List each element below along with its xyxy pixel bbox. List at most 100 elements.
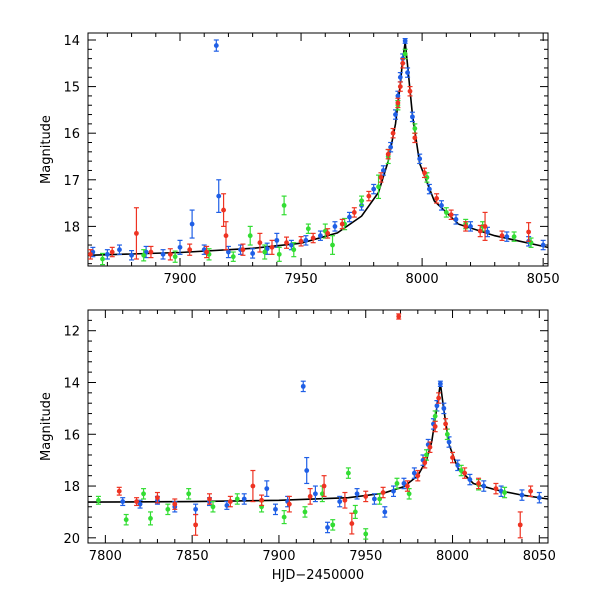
- data-point: [300, 383, 306, 389]
- data-point: [321, 483, 327, 489]
- data-point: [332, 223, 338, 229]
- data-point: [359, 198, 364, 204]
- data-point: [476, 481, 481, 486]
- x-tick-label: 8000: [436, 549, 469, 564]
- data-point: [519, 492, 525, 498]
- data-point: [259, 497, 264, 503]
- data-point: [354, 491, 360, 497]
- data-point: [88, 251, 93, 257]
- data-layer: [88, 313, 548, 540]
- data-point: [123, 517, 129, 523]
- data-point: [213, 43, 219, 48]
- data-point: [407, 88, 413, 94]
- data-point: [504, 234, 510, 240]
- data-point: [427, 444, 433, 450]
- data-point: [493, 486, 499, 492]
- data-point: [540, 242, 546, 248]
- data-point: [193, 522, 199, 528]
- x-tick-label: 7800: [89, 549, 122, 564]
- data-point: [318, 233, 323, 239]
- y-axis-label: Magnitude: [39, 392, 54, 461]
- data-point: [393, 112, 398, 117]
- data-point: [396, 314, 402, 319]
- data-point: [141, 252, 147, 258]
- data-point: [380, 168, 386, 173]
- series-3: [88, 58, 532, 261]
- data-point: [148, 249, 154, 255]
- data-point: [536, 495, 542, 501]
- data-point: [134, 230, 139, 236]
- data-point: [286, 501, 292, 507]
- data-point: [330, 522, 336, 528]
- data-point: [155, 495, 160, 501]
- data-point: [411, 470, 417, 476]
- data-point: [426, 186, 432, 192]
- data-point: [450, 455, 455, 460]
- x-axis-label: HJD−2450000: [272, 568, 364, 583]
- data-point: [281, 203, 287, 208]
- data-point: [405, 70, 410, 76]
- data-point: [400, 60, 406, 66]
- data-point: [412, 126, 418, 131]
- y-tick-label: 18: [63, 220, 80, 235]
- data-point: [388, 144, 394, 150]
- data-point: [380, 490, 386, 495]
- series-1: [90, 37, 546, 261]
- data-point: [402, 51, 408, 57]
- data-point: [230, 254, 236, 260]
- data-point: [100, 256, 105, 262]
- data-point: [378, 175, 384, 180]
- x-tick-label: 7950: [285, 272, 318, 287]
- data-point: [526, 229, 532, 235]
- data-point: [455, 462, 461, 468]
- data-point: [172, 501, 178, 507]
- y-tick-label: 16: [63, 127, 80, 142]
- data-point: [448, 212, 454, 218]
- data-point: [281, 514, 287, 520]
- data-point: [262, 249, 268, 255]
- data-point: [288, 242, 294, 248]
- data-point: [363, 531, 369, 537]
- data-point: [397, 74, 403, 80]
- data-point: [349, 521, 355, 526]
- data-point: [134, 499, 140, 504]
- data-point: [109, 249, 115, 255]
- data-point: [347, 214, 352, 220]
- data-point: [172, 254, 178, 260]
- data-point: [216, 193, 222, 199]
- data-point: [223, 233, 229, 239]
- data-point: [264, 486, 270, 492]
- data-point: [304, 468, 310, 473]
- data-point: [363, 494, 369, 499]
- data-point: [273, 506, 278, 512]
- data-point: [406, 491, 412, 497]
- data-layer: [88, 37, 548, 266]
- data-point: [345, 470, 351, 476]
- data-point: [226, 249, 231, 255]
- data-point: [382, 509, 388, 515]
- data-point: [481, 483, 487, 489]
- data-point: [307, 494, 313, 499]
- data-point: [439, 203, 444, 208]
- data-point: [227, 499, 233, 504]
- y-tick-label: 15: [63, 81, 80, 96]
- data-point: [276, 251, 282, 257]
- y-tick-label: 12: [63, 325, 80, 340]
- data-point: [303, 237, 309, 243]
- data-point: [502, 490, 508, 495]
- data-point: [376, 184, 381, 190]
- data-point: [485, 229, 490, 235]
- data-point: [366, 193, 372, 199]
- data-point: [342, 497, 348, 503]
- data-point: [310, 235, 316, 241]
- data-point: [422, 460, 428, 466]
- data-point: [160, 251, 166, 257]
- data-point: [339, 221, 345, 227]
- data-point: [204, 249, 210, 255]
- data-point: [453, 217, 459, 222]
- plot-frame: [87, 309, 549, 544]
- data-point: [284, 240, 289, 246]
- data-point: [325, 230, 331, 236]
- data-point: [395, 93, 401, 99]
